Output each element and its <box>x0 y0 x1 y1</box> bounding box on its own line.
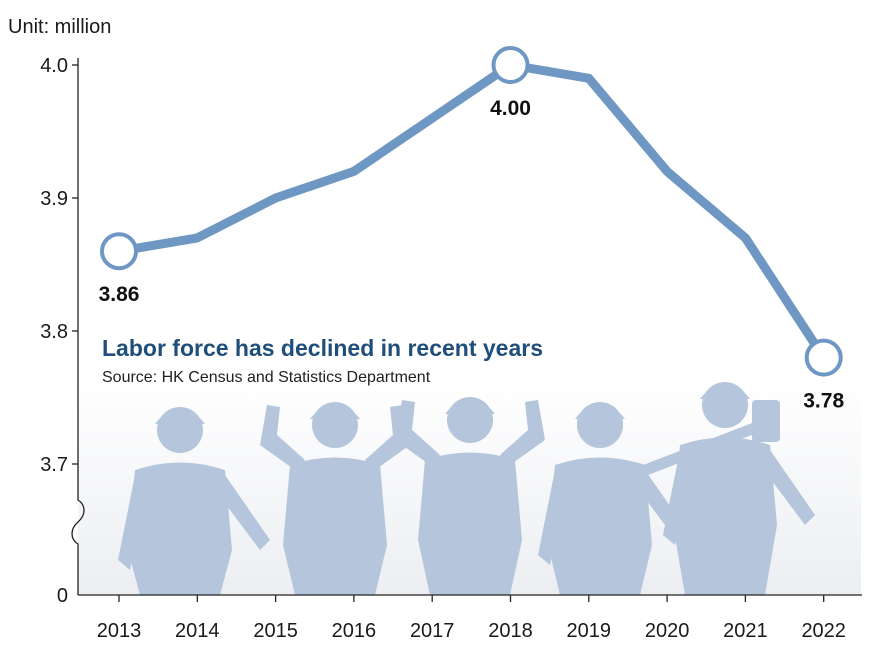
x-tick-label: 2017 <box>410 620 455 642</box>
x-tick-label: 2019 <box>567 620 612 642</box>
x-tick-label: 2020 <box>645 620 690 642</box>
worker-arm-left <box>538 470 565 565</box>
x-tick-label: 2016 <box>332 620 377 642</box>
worker-helmet <box>155 408 205 424</box>
worker-torso <box>418 452 522 595</box>
worker-torso <box>128 462 232 595</box>
data-label: 3.86 <box>99 283 140 306</box>
data-label: 3.78 <box>803 390 844 413</box>
y-tick-label: 3.8 <box>40 321 68 343</box>
axes <box>71 58 862 596</box>
worker-1 <box>118 407 270 595</box>
y-tick-label: 3.7 <box>40 454 68 476</box>
hammer-head <box>752 400 780 442</box>
worker-silhouettes-illustration <box>118 382 815 595</box>
data-label: 4.00 <box>490 97 531 120</box>
worker-arm-left <box>395 400 440 465</box>
y-axis-ticks: 4.0 3.9 3.8 3.7 0 <box>40 55 78 607</box>
x-tick-label: 2018 <box>488 620 533 642</box>
series-line <box>114 60 829 363</box>
worker-5 <box>663 382 815 595</box>
worker-torso <box>283 457 387 595</box>
worker-3 <box>395 397 545 595</box>
point-marker <box>804 338 843 377</box>
worker-helmet <box>445 398 495 414</box>
worker-2 <box>260 402 410 595</box>
worker-torso <box>673 437 777 595</box>
x-tick-label: 2014 <box>175 620 220 642</box>
y-tick-label: 4.0 <box>40 55 68 77</box>
worker-helmet <box>310 403 360 419</box>
point-marker <box>100 232 138 271</box>
markers-layer <box>100 46 843 377</box>
x-tick-label: 2015 <box>253 620 298 642</box>
point-marker <box>491 46 530 84</box>
hammer-handle <box>630 420 765 480</box>
x-tick-label: 2013 <box>97 620 142 642</box>
x-tick-label: 2022 <box>801 620 846 642</box>
worker-arm-left <box>663 450 690 545</box>
chart-source: Source: HK Census and Statistics Departm… <box>102 369 431 386</box>
worker-arm-left <box>260 405 305 470</box>
series-layer <box>114 60 829 363</box>
worker-torso <box>548 457 652 595</box>
y-tick-label: 3.9 <box>40 188 68 210</box>
worker-arm-left <box>118 475 145 570</box>
worker-arm-right <box>215 475 270 550</box>
worker-helmet <box>700 383 750 399</box>
worker-helmet <box>575 403 625 419</box>
worker-arm-right <box>760 450 815 525</box>
chart-title: Labor force has declined in recent years <box>102 335 543 361</box>
data-labels-layer: 3.86 4.00 3.78 <box>99 97 845 413</box>
x-tick-label: 2021 <box>723 620 768 642</box>
x-axis-ticks: 2013 2014 2015 2016 2017 2018 2019 2020 2021 2022 <box>97 595 846 642</box>
worker-arm-right <box>500 400 545 465</box>
y-tick-label: 0 <box>57 585 68 607</box>
y-axis-line <box>71 58 85 595</box>
unit-label: Unit: million <box>8 16 111 38</box>
